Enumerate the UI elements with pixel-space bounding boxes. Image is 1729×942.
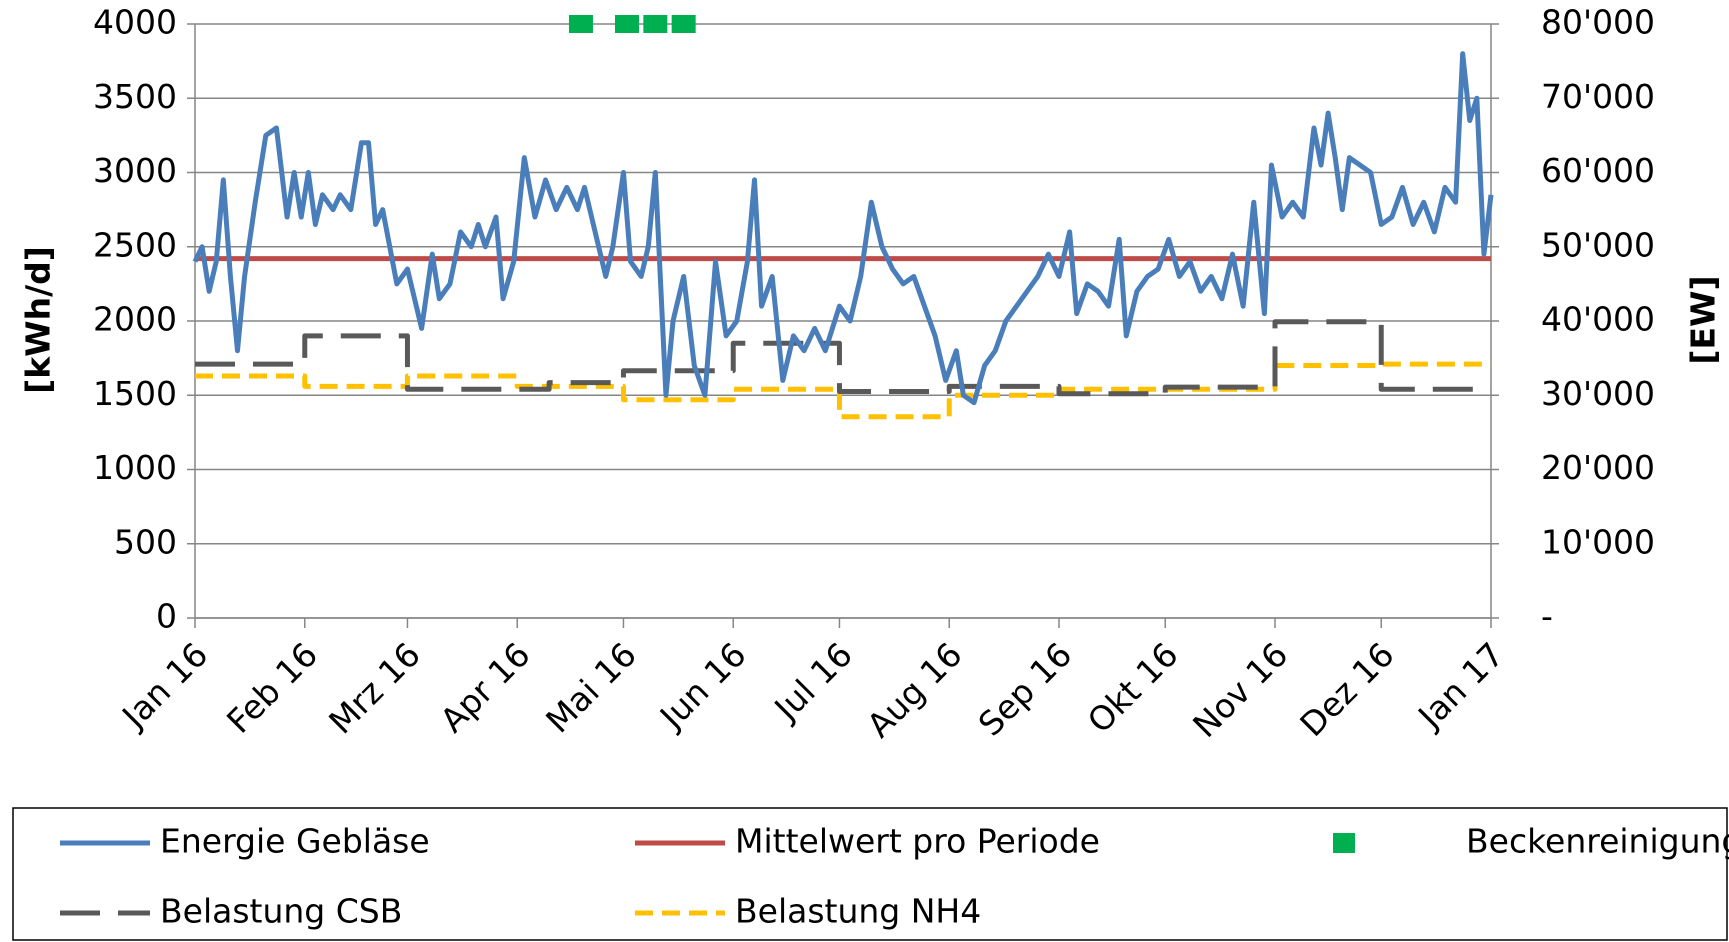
legend-marker (1333, 833, 1355, 853)
y2-tick-label: 50'000 (1541, 225, 1655, 264)
series-line (192, 51, 1494, 406)
y2-tick-label: - (1541, 597, 1553, 636)
y2-axis-label: [EW] (1684, 275, 1723, 364)
legend-label: Beckenreinigung (1466, 822, 1729, 861)
marker (568, 15, 593, 33)
y-tick-label: 1000 (93, 448, 177, 487)
y2-tick-label: 70'000 (1541, 77, 1655, 116)
y-axis-label: [kWh/d] (19, 246, 58, 394)
marker (643, 15, 668, 33)
x-tick-label: Apr 16 (433, 635, 538, 740)
y-tick-label: 3000 (93, 151, 177, 190)
x-tick-label: Okt 16 (1080, 635, 1186, 741)
legend-box (12, 807, 1728, 941)
y-tick-label: 500 (114, 522, 177, 561)
x-tick-label: Jan 16 (113, 635, 215, 737)
y2-tick-label: 80'000 (1541, 3, 1655, 42)
y-tick-label: 3500 (93, 77, 177, 116)
x-tick-label: Nov 16 (1185, 635, 1295, 745)
legend-label: Energie Gebläse (160, 822, 430, 861)
legend-label: Mittelwert pro Periode (735, 822, 1100, 861)
x-tick-label: Mrz 16 (321, 635, 428, 742)
y-tick-label: 2500 (93, 225, 177, 264)
y2-tick-label: 30'000 (1541, 374, 1655, 413)
x-tick-label: Jan 17 (1409, 635, 1511, 737)
y-tick-label: 1500 (93, 374, 177, 413)
x-tick-label: Mai 16 (538, 635, 644, 741)
legend-label: Belastung CSB (160, 892, 402, 931)
x-tick-label: Sep 16 (971, 635, 1080, 744)
marker (671, 15, 696, 33)
series-line (195, 319, 1491, 397)
y-tick-label: 2000 (93, 300, 177, 339)
x-tick-label: Feb 16 (219, 635, 325, 741)
y2-tick-label: 60'000 (1541, 151, 1655, 190)
y-tick-label: 0 (156, 597, 177, 636)
y2-tick-label: 10'000 (1541, 522, 1655, 561)
y2-tick-label: 40'000 (1541, 300, 1655, 339)
x-tick-label: Dez 16 (1292, 635, 1401, 744)
x-tick-label: Aug 16 (859, 635, 969, 745)
marker (615, 15, 639, 33)
y-tick-label: 4000 (93, 3, 177, 42)
legend-label: Belastung NH4 (735, 892, 981, 931)
x-tick-label: Jun 16 (651, 635, 754, 738)
y2-tick-label: 20'000 (1541, 448, 1655, 487)
x-tick-label: Jul 16 (766, 635, 860, 729)
